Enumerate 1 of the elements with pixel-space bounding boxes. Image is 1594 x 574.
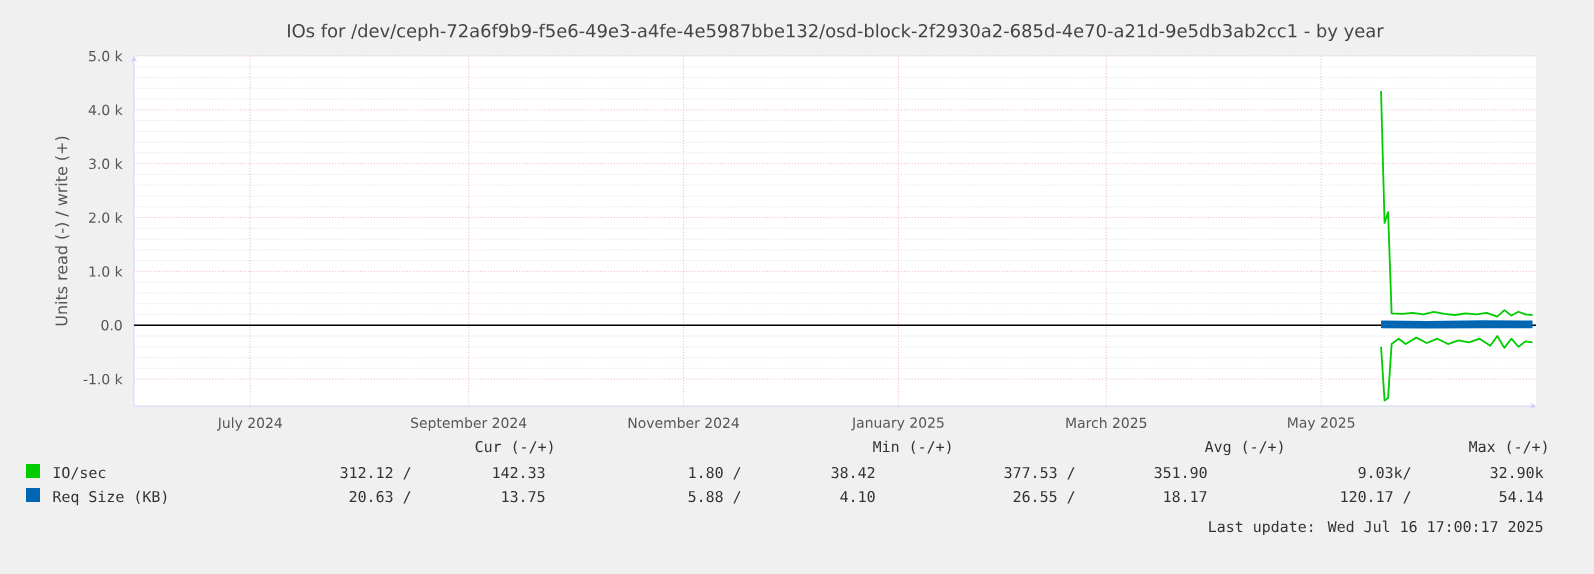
chart-title: IOs for /dev/ceph-72a6f9b9-f5e6-49e3-a4fe-4e5987bbe132/osd-block-2f2930a2-685d-4e70-a21d-9e5db3ab2cc1 - by year [288,23,1384,41]
